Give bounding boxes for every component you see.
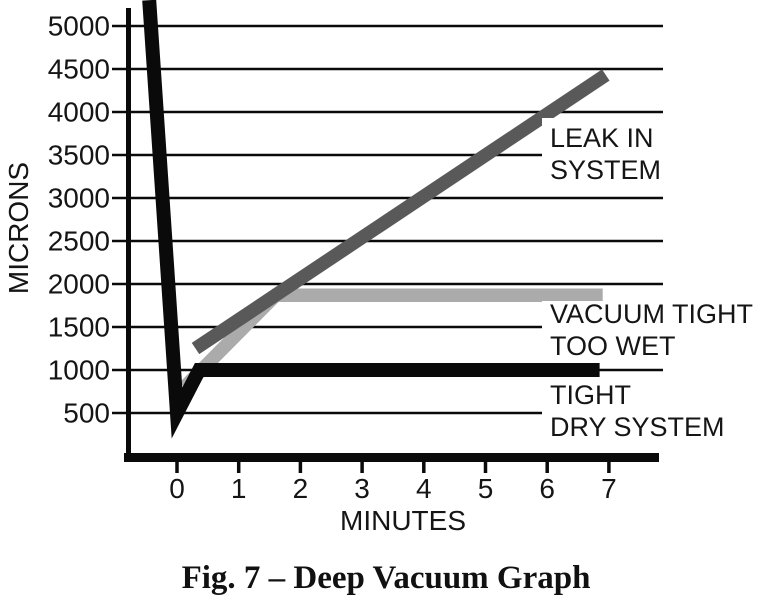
- label-mask-vacuum-tight-too-wet: [542, 301, 772, 360]
- y-tick-label-1000: 1000: [48, 355, 110, 386]
- y-tick-label-500: 500: [63, 398, 110, 429]
- y-tick-label-3000: 3000: [48, 183, 110, 214]
- y-tick-label-5000: 5000: [48, 11, 110, 42]
- series-label-vacuum-tight-too-wet-line2: TOO WET: [550, 331, 676, 361]
- y-tick-label-2500: 2500: [48, 226, 110, 257]
- x-tick-label-2: 2: [293, 473, 309, 504]
- x-tick-label-4: 4: [416, 473, 432, 504]
- x-tick-label-0: 0: [169, 473, 185, 504]
- series-label-tight-dry-system-line2: DRY SYSTEM: [550, 412, 725, 442]
- y-tick-label-1500: 1500: [48, 312, 110, 343]
- series-label-leak-in-system-line1: LEAK IN: [550, 123, 654, 153]
- series-group: [142, 0, 610, 439]
- label-mask-tight-dry-system: [542, 381, 750, 439]
- x-axis-title: MINUTES: [340, 505, 466, 536]
- series-label-vacuum-tight-too-wet-line1: VACUUM TIGHT: [550, 299, 753, 329]
- series-line-tight-dry-system: [142, 0, 600, 439]
- label-mask-leak-in-system: [542, 118, 690, 195]
- y-axis-title: MICRONS: [3, 162, 34, 294]
- series-label-tight-dry-system-line1: TIGHT: [550, 380, 631, 410]
- figure-caption: Fig. 7 – Deep Vacuum Graph: [181, 560, 591, 596]
- y-tick-label-4000: 4000: [48, 97, 110, 128]
- series-label-leak-in-system-line2: SYSTEM: [550, 155, 661, 185]
- x-tick-label-1: 1: [231, 473, 247, 504]
- x-tick-label-5: 5: [478, 473, 494, 504]
- y-tick-label-3500: 3500: [48, 140, 110, 171]
- y-tick-label-2000: 2000: [48, 269, 110, 300]
- series-line-leak-in-system: [191, 69, 610, 355]
- deep-vacuum-chart: 500 1000 1500 2000 2500 3000 3500 4000 4500 5000 0…: [3, 0, 772, 536]
- axes-group: [124, 8, 659, 462]
- labels-group: 500 1000 1500 2000 2500 3000 3500 4000 4500 5000 0…: [48, 11, 772, 504]
- y-tick-label-4500: 4500: [48, 54, 110, 85]
- x-tick-label-6: 6: [539, 473, 555, 504]
- x-tick-label-3: 3: [354, 473, 370, 504]
- x-tick-label-7: 7: [601, 473, 617, 504]
